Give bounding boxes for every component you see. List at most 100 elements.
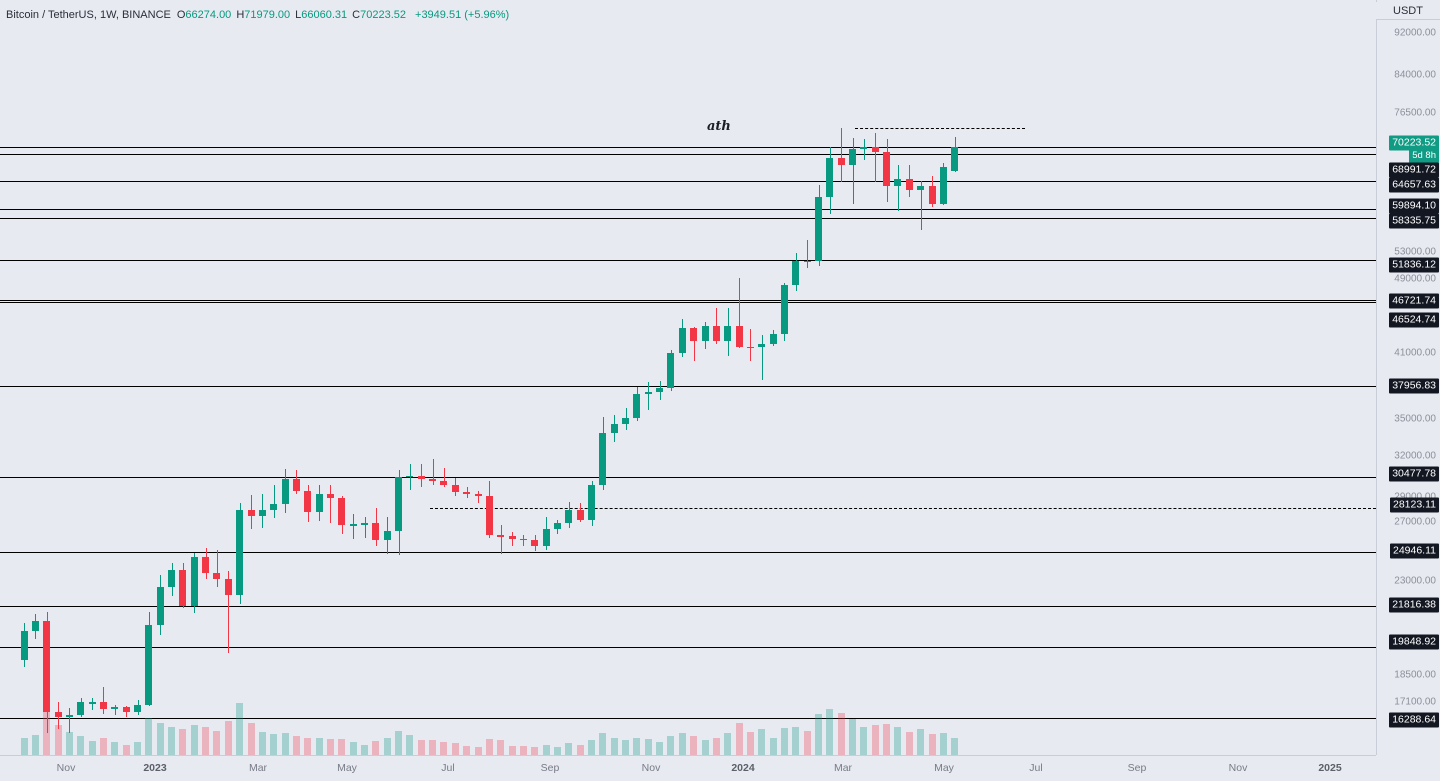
candle-wick bbox=[478, 490, 479, 504]
candle-body bbox=[292, 478, 300, 491]
candle-body bbox=[576, 510, 584, 521]
price-level-line[interactable] bbox=[0, 552, 1376, 554]
price-level-line[interactable] bbox=[0, 300, 1376, 302]
volume-bar bbox=[599, 732, 607, 755]
price-level-line[interactable] bbox=[0, 386, 1376, 388]
candle-wick bbox=[694, 327, 695, 361]
volume-bar bbox=[667, 736, 675, 755]
volume-bar bbox=[292, 735, 300, 755]
volume-bar bbox=[65, 731, 73, 755]
time-scale[interactable]: Nov 2023 Mar May Jul Sep Nov 2024 Mar May Jul Sep No… bbox=[0, 755, 1376, 781]
candle-wick bbox=[875, 133, 876, 182]
price-level-line[interactable] bbox=[0, 208, 1376, 210]
candle-body bbox=[338, 498, 346, 525]
candle-body bbox=[883, 151, 891, 186]
symbol-title[interactable]: Bitcoin / TetherUS, 1W, BINANCE bbox=[6, 9, 171, 21]
candle-body bbox=[905, 179, 913, 191]
volume-bar bbox=[678, 732, 686, 755]
price-level-label[interactable]: 59894.10 bbox=[1389, 198, 1439, 214]
price-level-label[interactable]: 46524.74 bbox=[1389, 312, 1439, 328]
price-level-line[interactable] bbox=[0, 180, 1376, 182]
price-level-label[interactable]: 64657.63 bbox=[1389, 177, 1439, 193]
candle-body bbox=[190, 557, 198, 607]
volume-bar bbox=[429, 739, 437, 755]
candle-wick bbox=[103, 686, 104, 714]
price-scale[interactable]: USDT 92000.0084000.0076500.0070000.00640… bbox=[1376, 0, 1440, 755]
volume-bar bbox=[190, 724, 198, 755]
price-level-line[interactable] bbox=[0, 476, 1376, 478]
volume-bar bbox=[837, 713, 845, 755]
candle-body bbox=[553, 523, 561, 529]
candle-body bbox=[304, 490, 312, 512]
price-level-label[interactable]: 21816.38 bbox=[1389, 597, 1439, 613]
candle-wick bbox=[330, 485, 331, 523]
candle-body bbox=[361, 523, 368, 525]
volume-bar bbox=[361, 744, 368, 755]
price-level-label[interactable]: 24946.11 bbox=[1389, 543, 1439, 559]
candle-body bbox=[451, 484, 459, 493]
candle-body bbox=[213, 572, 221, 579]
volume-bar bbox=[497, 739, 505, 755]
candle-body bbox=[928, 185, 936, 204]
price-level-label[interactable]: 58335.75 bbox=[1389, 213, 1439, 229]
price-tick-label: 76500.00 bbox=[1394, 107, 1436, 119]
price-level-line[interactable] bbox=[0, 301, 1376, 303]
price-level-line[interactable] bbox=[0, 605, 1376, 607]
dashed-level-line[interactable] bbox=[430, 507, 1376, 509]
price-tick-label: 53000.00 bbox=[1394, 246, 1436, 258]
plot-area[interactable]: ath bbox=[0, 0, 1376, 755]
price-level-line[interactable] bbox=[0, 154, 1376, 156]
candle-body bbox=[485, 496, 493, 536]
candle-body bbox=[179, 569, 187, 607]
price-level-line[interactable] bbox=[0, 146, 1376, 148]
time-tick-label: Nov bbox=[56, 762, 76, 774]
current-price-label[interactable]: 70223.52 bbox=[1389, 135, 1439, 151]
price-level-line[interactable] bbox=[0, 218, 1376, 220]
candle-body bbox=[519, 538, 527, 541]
candle-wick bbox=[353, 513, 354, 539]
candle-body bbox=[849, 148, 857, 166]
candle-wick bbox=[853, 138, 854, 205]
volume-bar bbox=[690, 736, 698, 755]
ath-annotation: ath bbox=[707, 119, 731, 134]
volume-bar bbox=[542, 744, 550, 755]
candle-wick bbox=[501, 524, 502, 555]
candle-wick bbox=[421, 464, 422, 487]
price-level-label[interactable]: 16288.64 bbox=[1389, 712, 1439, 728]
candle-wick bbox=[864, 138, 865, 161]
candle-body bbox=[168, 569, 176, 588]
candle-body bbox=[463, 492, 471, 494]
candle-body bbox=[871, 147, 879, 152]
candle-body bbox=[202, 557, 210, 573]
candle-body bbox=[88, 702, 96, 704]
volume-bar bbox=[224, 721, 232, 755]
volume-bar bbox=[31, 735, 39, 755]
price-tick-label: 32000.00 bbox=[1394, 450, 1436, 462]
volume-bar bbox=[815, 714, 822, 755]
dashed-level-line[interactable] bbox=[855, 127, 1025, 129]
price-level-line[interactable] bbox=[0, 259, 1376, 261]
volume-bar bbox=[803, 730, 811, 755]
price-level-line[interactable] bbox=[0, 646, 1376, 648]
price-level-label[interactable]: 19848.92 bbox=[1389, 634, 1439, 650]
price-level-line[interactable] bbox=[0, 717, 1376, 719]
volume-bar bbox=[111, 742, 119, 755]
price-level-label[interactable]: 28123.11 bbox=[1389, 497, 1439, 513]
price-level-label[interactable]: 46721.74 bbox=[1389, 293, 1439, 309]
price-level-label[interactable]: 51836.12 bbox=[1389, 257, 1439, 273]
price-level-label[interactable]: 37956.83 bbox=[1389, 378, 1439, 394]
price-level-label[interactable]: 30477.78 bbox=[1389, 466, 1439, 482]
low-label: L bbox=[295, 9, 302, 21]
volume-bar bbox=[179, 729, 187, 755]
candle-body bbox=[497, 535, 505, 537]
candle-body bbox=[826, 157, 834, 198]
bar-countdown-label[interactable]: 5d 8h bbox=[1409, 149, 1439, 163]
volume-bar bbox=[463, 745, 471, 755]
candle-body bbox=[610, 423, 618, 433]
volume-bar bbox=[440, 742, 448, 755]
volume-bar bbox=[531, 746, 539, 755]
price-tick-label: 35000.00 bbox=[1394, 413, 1436, 425]
volume-bar bbox=[519, 746, 527, 755]
volume-bar bbox=[247, 723, 255, 755]
price-level-label[interactable]: 68991.72 bbox=[1389, 162, 1439, 178]
